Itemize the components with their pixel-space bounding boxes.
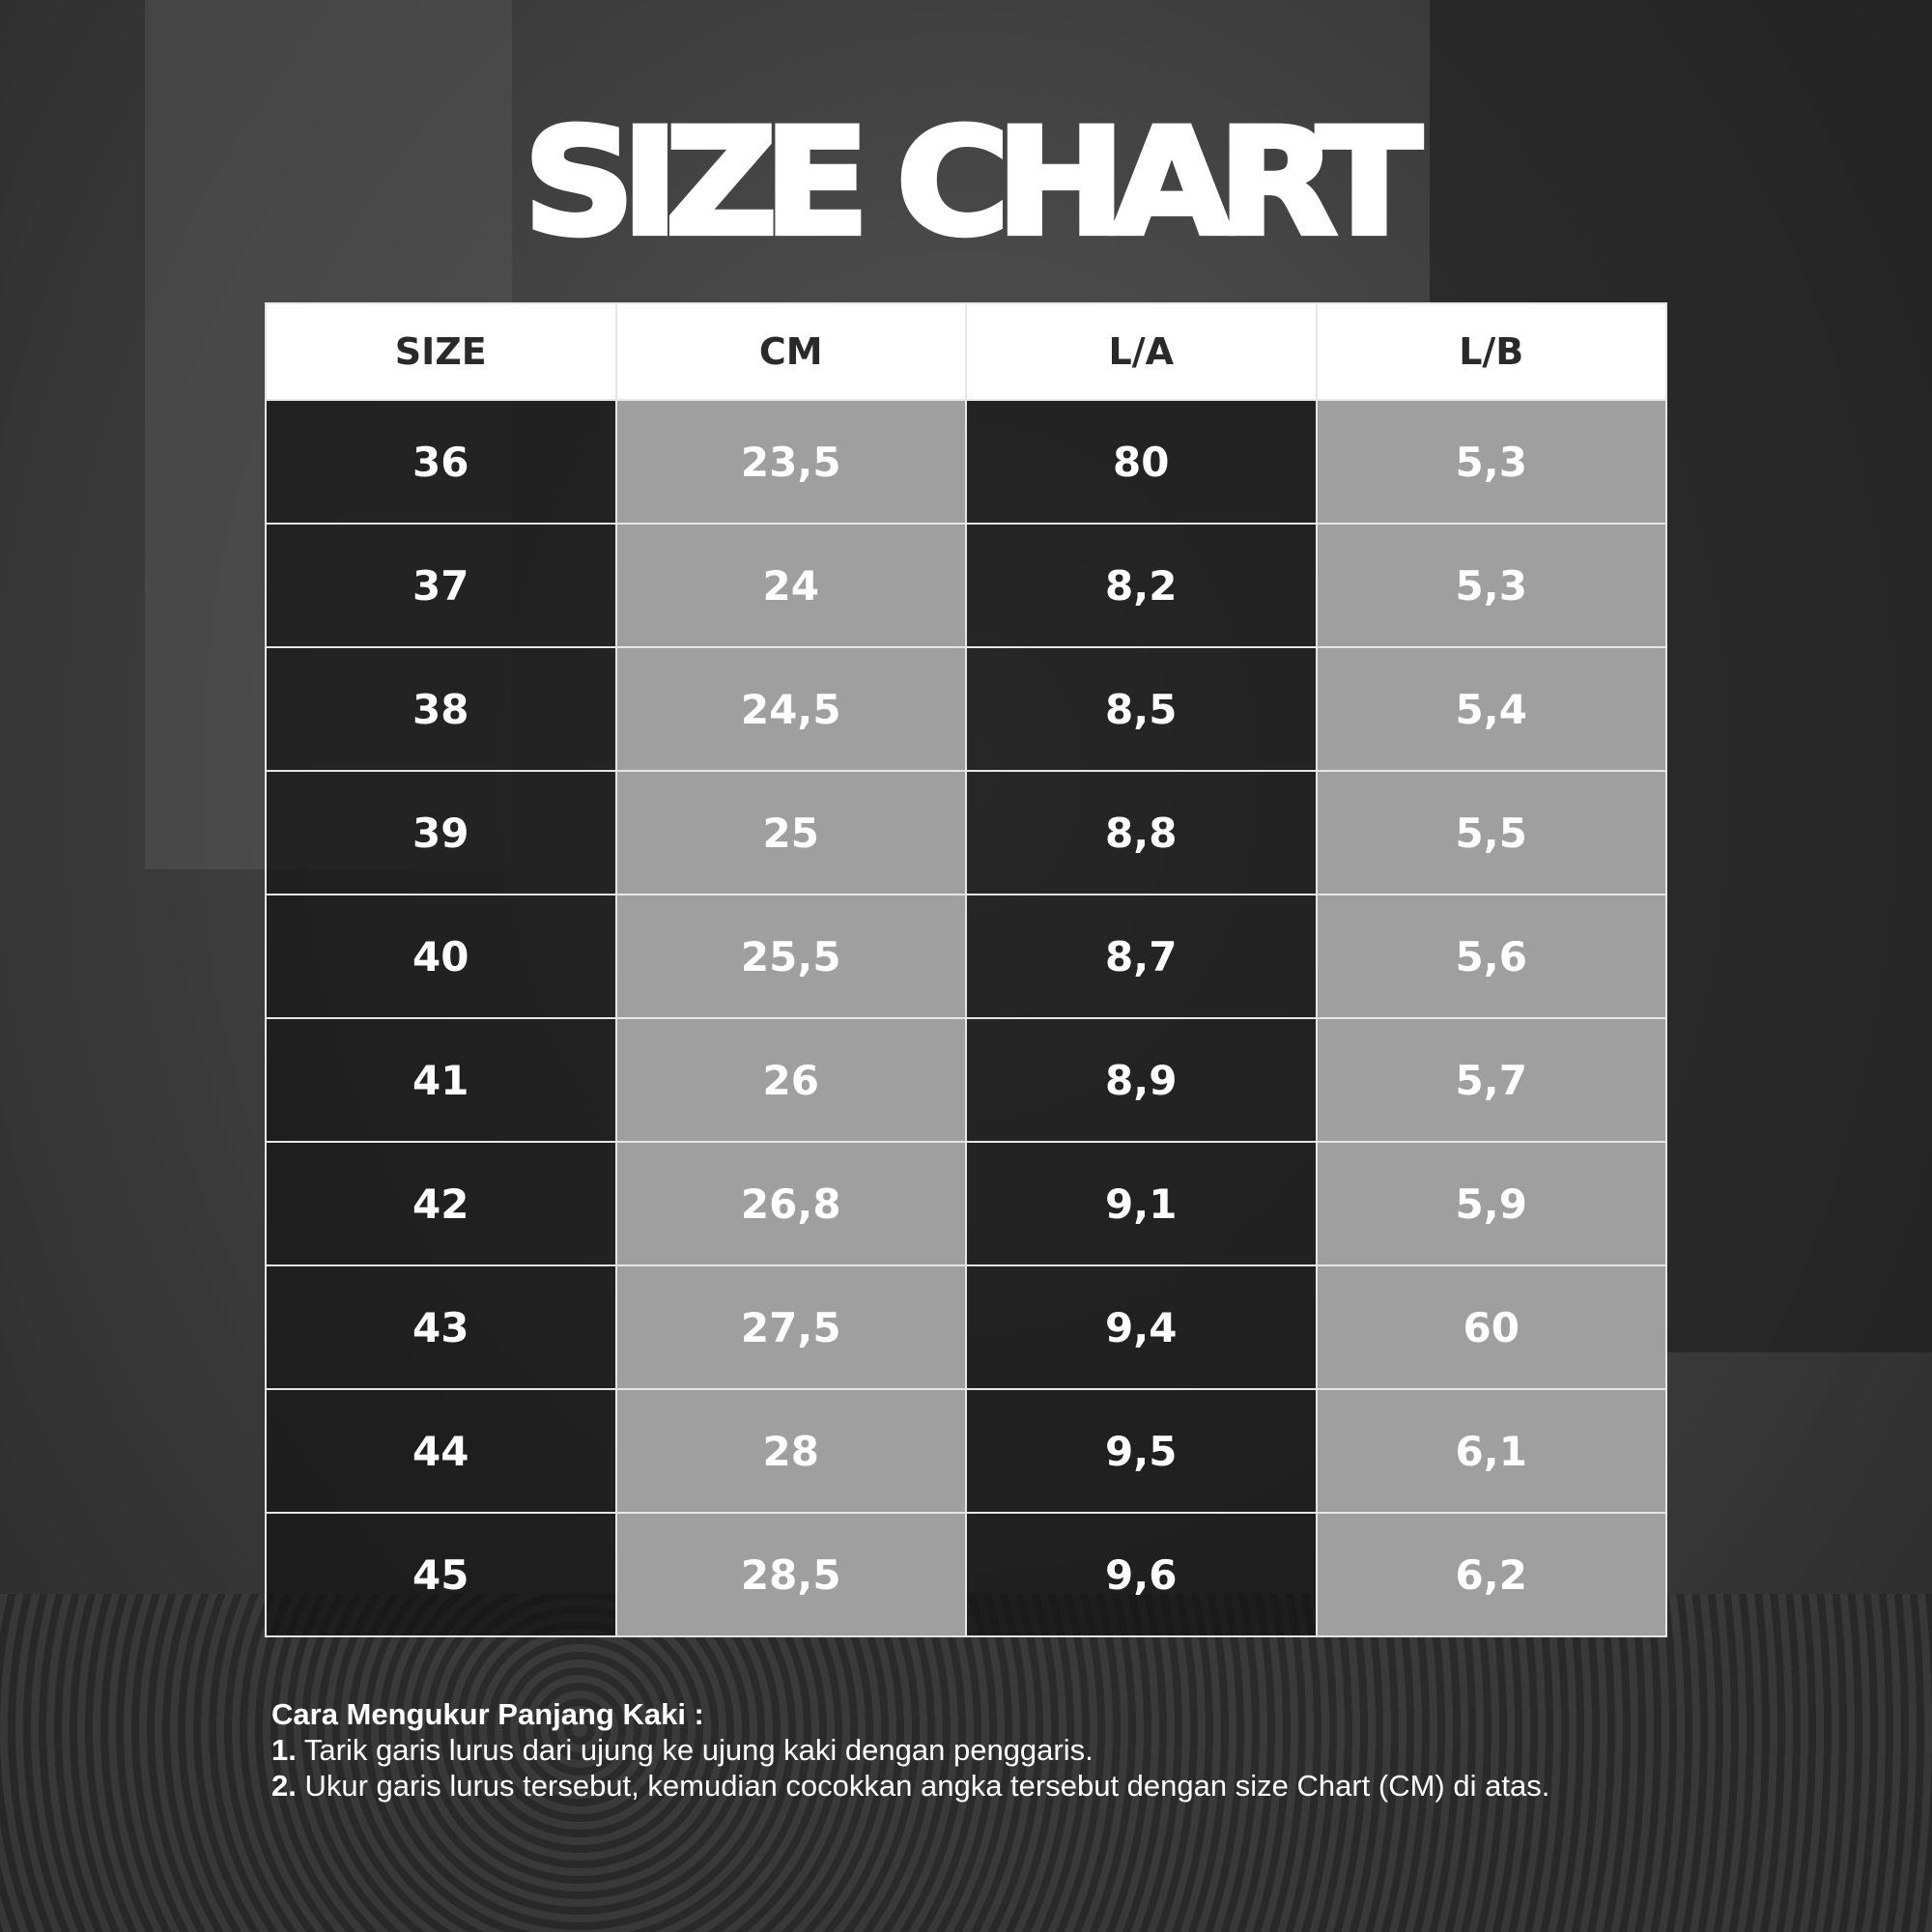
table-cell: 28 [614,1388,967,1514]
table-cell: 5,5 [1315,770,1667,895]
column-header: SIZE [265,302,617,401]
table-cell: 9,5 [965,1388,1318,1514]
table-cell: 8,2 [965,523,1318,648]
table-cell: 6,2 [1315,1512,1667,1637]
notes-heading: Cara Mengukur Panjang Kaki : [271,1697,704,1731]
table-row: 43 27,5 9,4 60 [265,1264,1667,1390]
table-cell: 43 [265,1264,617,1390]
table-cell: 5,3 [1315,399,1667,525]
table-cell: 37 [265,523,617,648]
table-cell: 24 [614,523,967,648]
table-cell: 80 [965,399,1318,525]
table-cell: 5,4 [1315,646,1667,772]
table-cell: 25 [614,770,967,895]
table-cell: 36 [265,399,617,525]
table-cell: 25,5 [614,894,967,1019]
table-cell: 38 [265,646,617,772]
table-row: 42 26,8 9,1 5,9 [265,1141,1667,1266]
step-text: Ukur garis lurus tersebut, kemudian coco… [296,1769,1550,1803]
table-row: 44 28 9,5 6,1 [265,1388,1667,1514]
table-row: 40 25,5 8,7 5,6 [265,894,1667,1019]
table-header-row: SIZE CM L/A L/B [265,302,1667,401]
step-text: Tarik garis lurus dari ujung ke ujung ka… [296,1733,1094,1767]
table-cell: 60 [1315,1264,1667,1390]
table-cell: 23,5 [614,399,967,525]
note-step: 2. Ukur garis lurus tersebut, kemudian c… [271,1768,1549,1804]
table-row: 36 23,5 80 5,3 [265,399,1667,525]
table-cell: 40 [265,894,617,1019]
table-cell: 44 [265,1388,617,1514]
table-row: 37 24 8,2 5,3 [265,523,1667,648]
table-cell: 26,8 [614,1141,967,1266]
table-cell: 8,9 [965,1017,1318,1143]
table-cell: 8,7 [965,894,1318,1019]
table-cell: 42 [265,1141,617,1266]
table-cell: 9,1 [965,1141,1318,1266]
table-cell: 9,4 [965,1264,1318,1390]
table-cell: 41 [265,1017,617,1143]
table-cell: 5,7 [1315,1017,1667,1143]
table-row: 39 25 8,8 5,5 [265,770,1667,895]
table-row: 38 24,5 8,5 5,4 [265,646,1667,772]
note-step: 1. Tarik garis lurus dari ujung ke ujung… [271,1732,1549,1768]
table-cell: 45 [265,1512,617,1637]
column-header: L/A [965,302,1318,401]
table-cell: 27,5 [614,1264,967,1390]
page-title: SIZE CHART [521,94,1425,270]
measurement-notes: Cara Mengukur Panjang Kaki : 1. Tarik ga… [271,1696,1549,1804]
size-table: SIZE CM L/A L/B 36 23,5 80 5,3 37 24 8,2 5,3 38 24,5… [265,302,1667,1637]
table-cell: 5,6 [1315,894,1667,1019]
table-row: 45 28,5 9,6 6,2 [265,1512,1667,1637]
table-cell: 8,8 [965,770,1318,895]
table-row: 41 26 8,9 5,7 [265,1017,1667,1143]
column-header: CM [614,302,967,401]
table-cell: 8,5 [965,646,1318,772]
step-number: 2. [271,1769,297,1803]
table-cell: 24,5 [614,646,967,772]
column-header: L/B [1315,302,1667,401]
table-cell: 6,1 [1315,1388,1667,1514]
table-cell: 5,3 [1315,523,1667,648]
table-cell: 26 [614,1017,967,1143]
table-cell: 5,9 [1315,1141,1667,1266]
background-gravel [0,1594,1932,1932]
table-cell: 28,5 [614,1512,967,1637]
table-cell: 39 [265,770,617,895]
step-number: 1. [271,1733,297,1767]
table-cell: 9,6 [965,1512,1318,1637]
